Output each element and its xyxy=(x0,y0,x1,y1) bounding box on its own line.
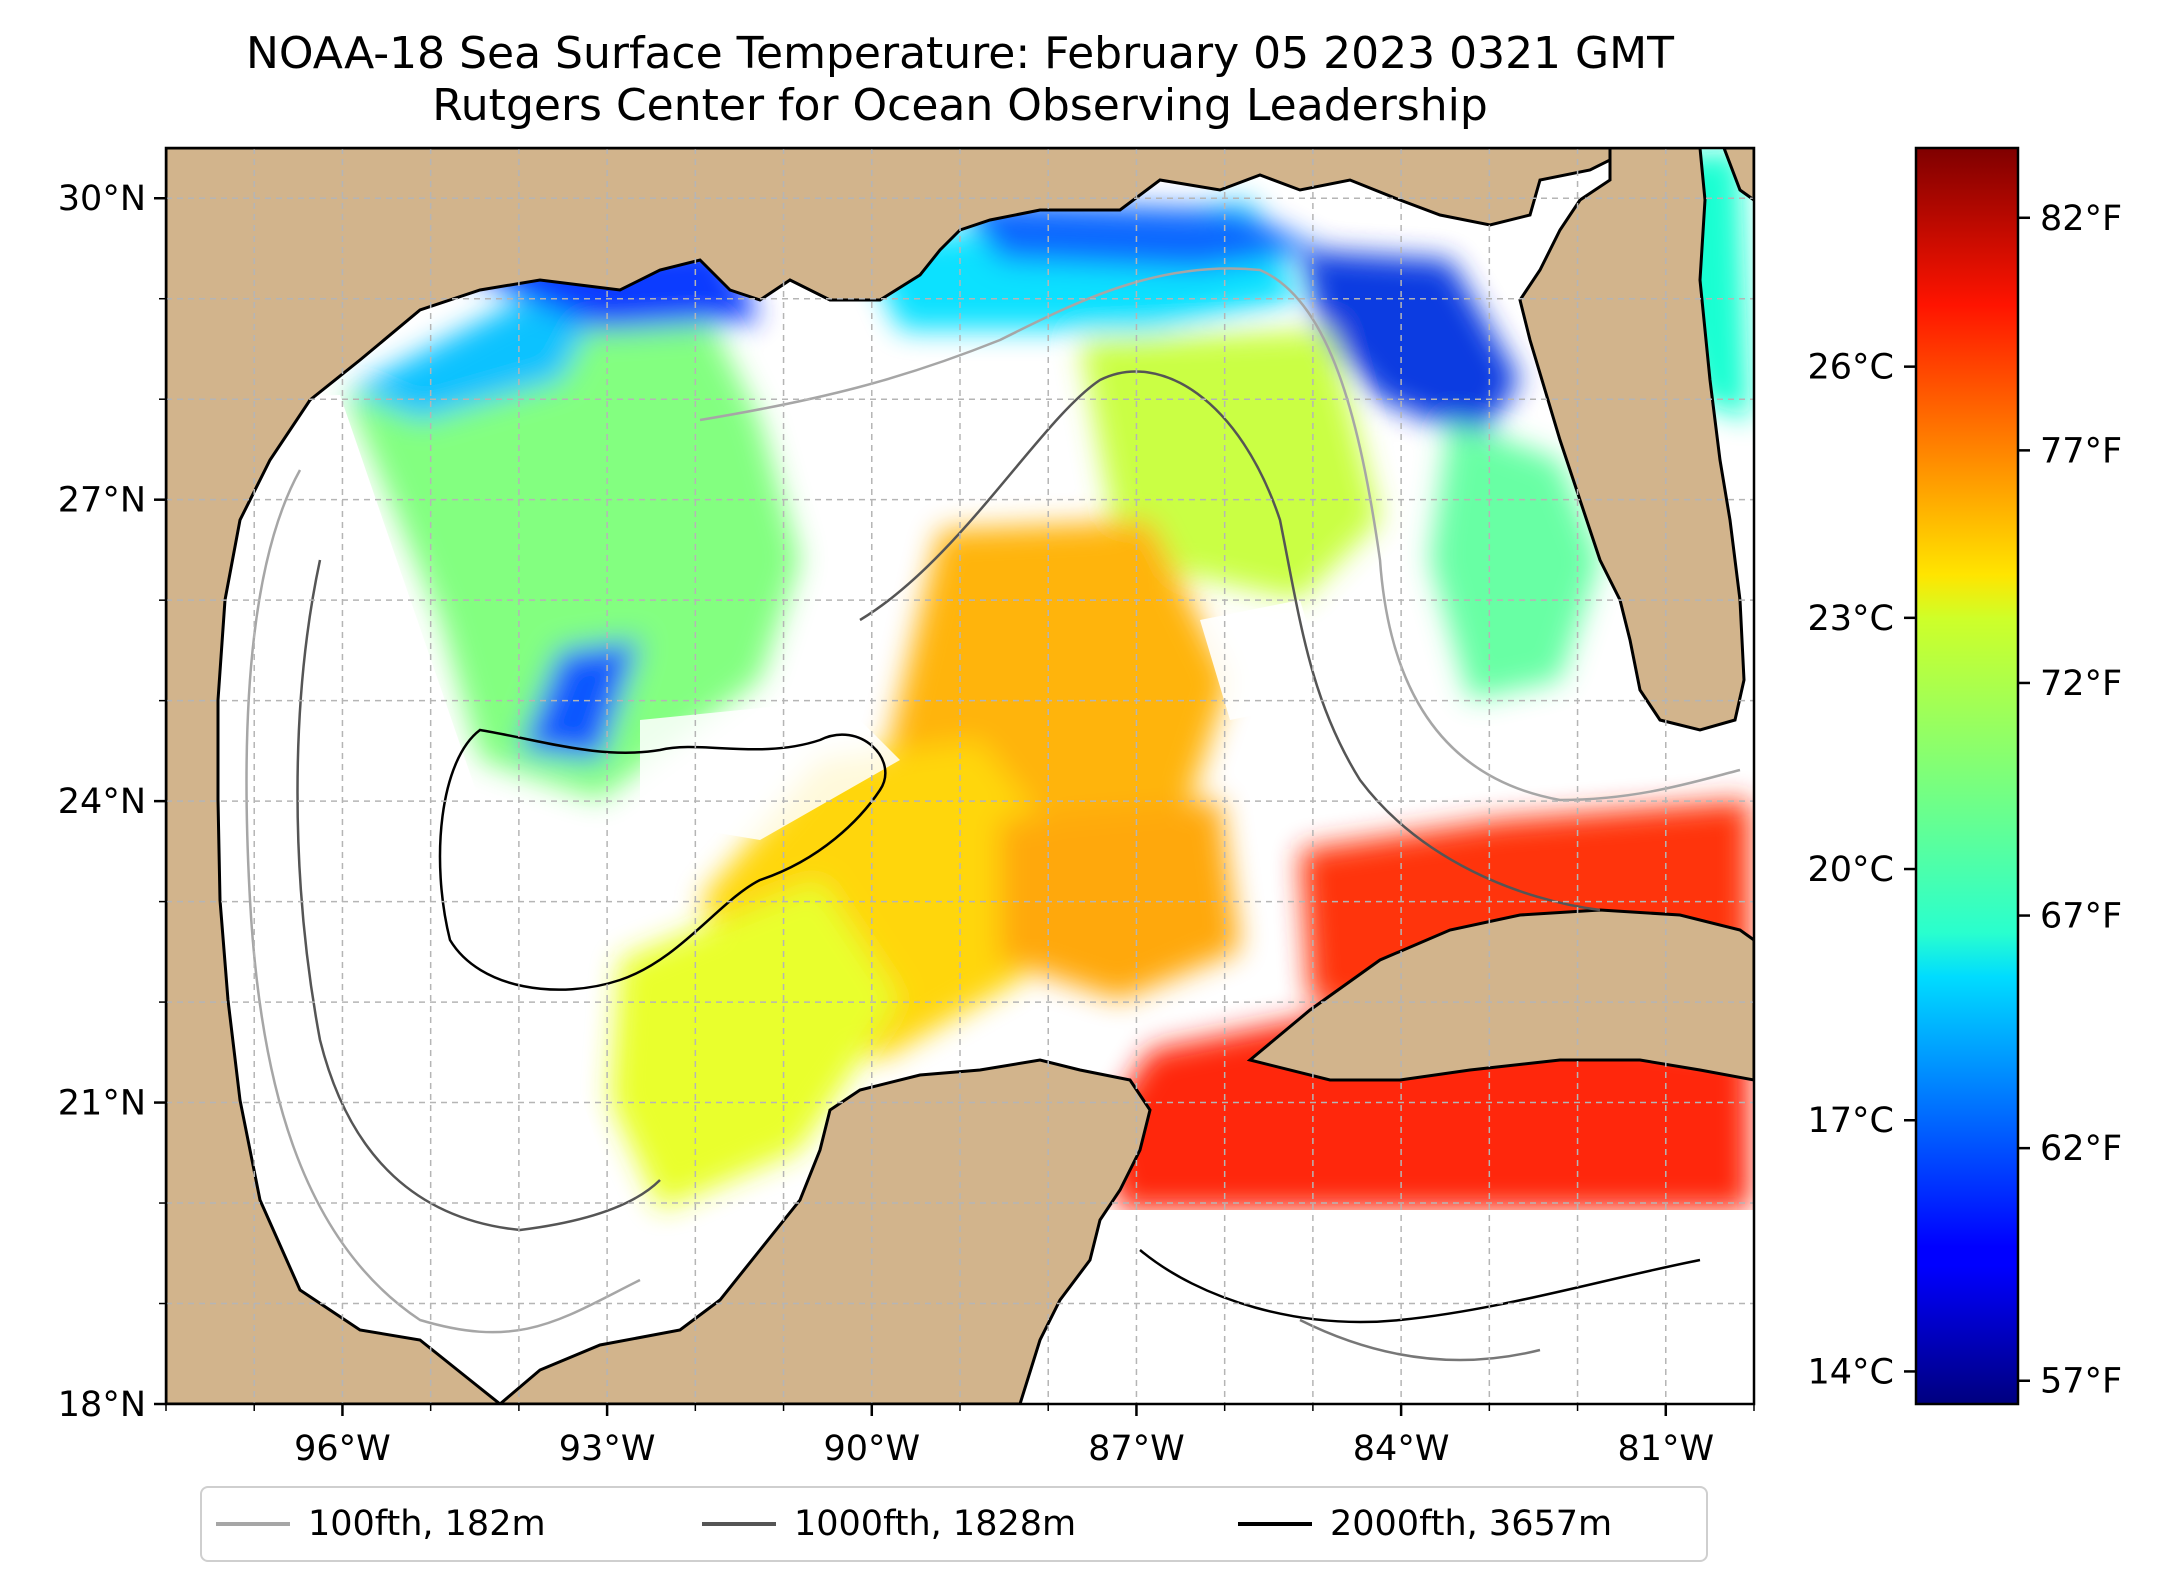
colorbar-f-label: 62°F xyxy=(2040,1129,2122,1169)
lon-tick-label: 90°W xyxy=(823,1429,920,1469)
colorbar xyxy=(1914,146,2020,1406)
lat-tick-label: 18°N xyxy=(58,1385,146,1425)
map-title: NOAA-18 Sea Surface Temperature: Februar… xyxy=(246,28,1674,79)
contour-2000fth-south xyxy=(1139,1249,1701,1324)
contour-1000fth-east xyxy=(859,370,1601,912)
contour-mid-south xyxy=(1299,1318,1541,1362)
bathymetry-contours xyxy=(245,267,1741,1362)
legend-item-2000fth: 2000fth, 3657m xyxy=(1238,1488,1612,1560)
lat-tick-label: 24°N xyxy=(58,782,146,822)
colorbar-c-label: 23°C xyxy=(1808,599,1894,639)
map-panel xyxy=(166,148,1754,1404)
lon-tick-label: 87°W xyxy=(1088,1429,1185,1469)
colorbar-f-label: 72°F xyxy=(2040,664,2122,704)
no-data-mask xyxy=(166,395,1754,1404)
lon-tick-label: 84°W xyxy=(1353,1429,1450,1469)
legend-item-1000fth: 1000fth, 1828m xyxy=(702,1488,1076,1560)
gridlines xyxy=(166,148,1754,1404)
legend-item-100fth: 100fth, 182m xyxy=(216,1488,546,1560)
colorbar-f-label: 67°F xyxy=(2040,897,2122,937)
colorbar-c-label: 20°C xyxy=(1808,850,1894,890)
lat-tick-label: 27°N xyxy=(58,481,146,521)
colorbar-c-label: 14°C xyxy=(1808,1352,1894,1392)
legend-line-1000fth xyxy=(702,1522,776,1526)
contour-100fth-east xyxy=(699,267,1741,802)
land-layer xyxy=(166,148,1754,1404)
colorbar-f-label: 77°F xyxy=(2040,431,2122,471)
map-axes: 30°N 27°N 24°N 21°N 18°N 96°W 93°W 90°W 87°W 84°W… xyxy=(58,179,1755,1469)
legend-line-2000fth xyxy=(1238,1522,1312,1526)
legend-label-1000fth: 1000fth, 1828m xyxy=(794,1504,1077,1544)
colorbar-c-label: 17°C xyxy=(1808,1101,1894,1141)
colorbar-ticks: 82°F 77°F 72°F 67°F 62°F 57°F 26°C 23°C 20°C 17°C… xyxy=(1808,199,2123,1402)
legend-label-100fth: 100fth, 182m xyxy=(308,1504,546,1544)
colorbar-c-label: 26°C xyxy=(1808,348,1894,388)
lon-tick-label: 81°W xyxy=(1617,1429,1714,1469)
lon-tick-label: 96°W xyxy=(294,1429,391,1469)
lat-tick-label: 30°N xyxy=(58,179,146,219)
contour-2000fth xyxy=(438,728,887,991)
lat-tick-label: 21°N xyxy=(58,1084,146,1124)
legend-line-100fth xyxy=(216,1522,290,1526)
legend-label-2000fth: 2000fth, 3657m xyxy=(1330,1504,1613,1544)
bathymetry-legend: 100fth, 182m 1000fth, 1828m 2000fth, 365… xyxy=(200,1486,1708,1562)
map-subtitle: Rutgers Center for Ocean Observing Leade… xyxy=(432,80,1488,131)
lon-tick-label: 93°W xyxy=(559,1429,656,1469)
colorbar-f-label: 82°F xyxy=(2040,199,2122,239)
colorbar-f-label: 57°F xyxy=(2040,1362,2122,1402)
contour-1000fth xyxy=(296,559,661,1232)
